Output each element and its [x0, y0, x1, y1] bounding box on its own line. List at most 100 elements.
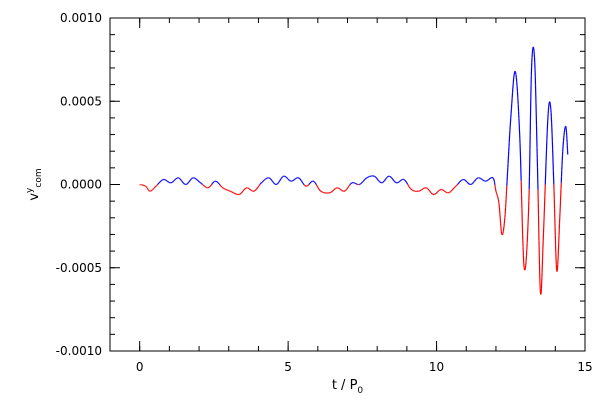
series-segment: [307, 183, 310, 186]
series-segment: [280, 178, 282, 180]
series-segment: [407, 184, 410, 187]
series-segment: [309, 182, 311, 184]
series-segment: [285, 176, 288, 179]
series-segment: [190, 178, 192, 181]
series-segment: [319, 190, 322, 192]
series-segment: [472, 182, 474, 184]
series-segment: [242, 190, 245, 192]
series-segment: [377, 179, 380, 181]
series-segment: [201, 183, 203, 185]
series-segment: [475, 178, 478, 180]
minor-ticks: [109, 17, 586, 352]
series-segment: [241, 191, 243, 194]
series-segment: [154, 186, 156, 188]
series-segment: [467, 182, 470, 185]
series-segment: [218, 182, 220, 185]
series-segment: [180, 179, 182, 181]
series-segment: [392, 178, 394, 181]
series-segment: [392, 179, 395, 182]
series-segment: [217, 182, 219, 184]
series-segment: [299, 179, 302, 181]
series-segment: [431, 192, 433, 195]
series-segment: [182, 182, 185, 184]
series-segment: [438, 189, 440, 192]
series-segment: [174, 178, 177, 180]
series-segment: [172, 180, 174, 183]
series-segment: [219, 184, 222, 187]
y-axis-label: vycom: [25, 168, 44, 200]
series-segment: [318, 188, 320, 191]
series-segment: [278, 180, 281, 182]
series-segment: [399, 180, 401, 182]
series-segment: [390, 176, 392, 179]
series-segment: [244, 188, 246, 190]
series-segment: [298, 177, 301, 180]
series-segment: [429, 190, 431, 193]
series-segment: [348, 184, 350, 187]
series-segment: [196, 179, 198, 181]
series-segment: [300, 179, 303, 182]
series-segment: [394, 181, 396, 183]
series-segment: [409, 187, 412, 190]
series-segment: [452, 188, 454, 190]
series-segment: [211, 183, 213, 185]
series-segment: [386, 176, 389, 178]
series-segment: [378, 180, 381, 183]
series-segment: [382, 181, 384, 183]
series-segment: [465, 180, 468, 183]
series-segment: [301, 180, 303, 183]
series-segment: [331, 190, 334, 192]
series-segment: [301, 181, 304, 184]
series-segment: [258, 184, 261, 187]
series-segment: [456, 184, 458, 186]
series-segment: [187, 181, 190, 184]
series-segment: [197, 179, 199, 182]
series-segment: [391, 177, 393, 179]
series-segment: [243, 188, 246, 191]
series-segment: [405, 181, 408, 184]
series-segment: [180, 180, 183, 182]
series-segment: [451, 189, 454, 191]
series-segment: [179, 177, 181, 180]
series-segment: [383, 179, 386, 182]
series-segment: [455, 185, 457, 187]
series-segment: [456, 183, 459, 186]
series-segment: [183, 183, 185, 185]
series-segment: [256, 187, 259, 189]
series-segment: [452, 187, 455, 190]
series-segment: [315, 184, 318, 187]
series-segment: [317, 186, 319, 189]
series-segment: [257, 186, 259, 188]
series-segment: [375, 177, 378, 179]
series-segment: [363, 179, 365, 182]
series-segment: [406, 182, 409, 185]
series-segment: [436, 191, 439, 193]
series-segment: [314, 181, 316, 184]
series-segment: [333, 189, 335, 191]
y-tick-label: 0.0005: [60, 94, 102, 108]
series-segment: [410, 188, 412, 190]
series-segment: [430, 191, 432, 194]
series-segment: [459, 180, 462, 182]
series-segment: [262, 180, 265, 182]
series-segment: [460, 179, 462, 182]
series-segment: [157, 182, 160, 185]
series-segment: [257, 185, 260, 188]
y-axis-label-superscript: y: [25, 187, 35, 193]
series-segment: [299, 178, 301, 180]
series-segment: [272, 181, 275, 184]
series-segment: [332, 189, 334, 192]
x-tick-label: 0: [136, 360, 144, 374]
series-segment: [209, 185, 211, 188]
series-segment: [210, 184, 213, 186]
series-segment: [259, 183, 261, 186]
series-segment: [346, 187, 349, 190]
series-segment: [221, 186, 223, 188]
series-segment: [473, 180, 476, 182]
series-segment: [457, 183, 459, 185]
series-segment: [375, 176, 377, 178]
series-segment: [361, 181, 363, 184]
series-segment: [271, 180, 274, 182]
series-segment: [259, 183, 262, 185]
